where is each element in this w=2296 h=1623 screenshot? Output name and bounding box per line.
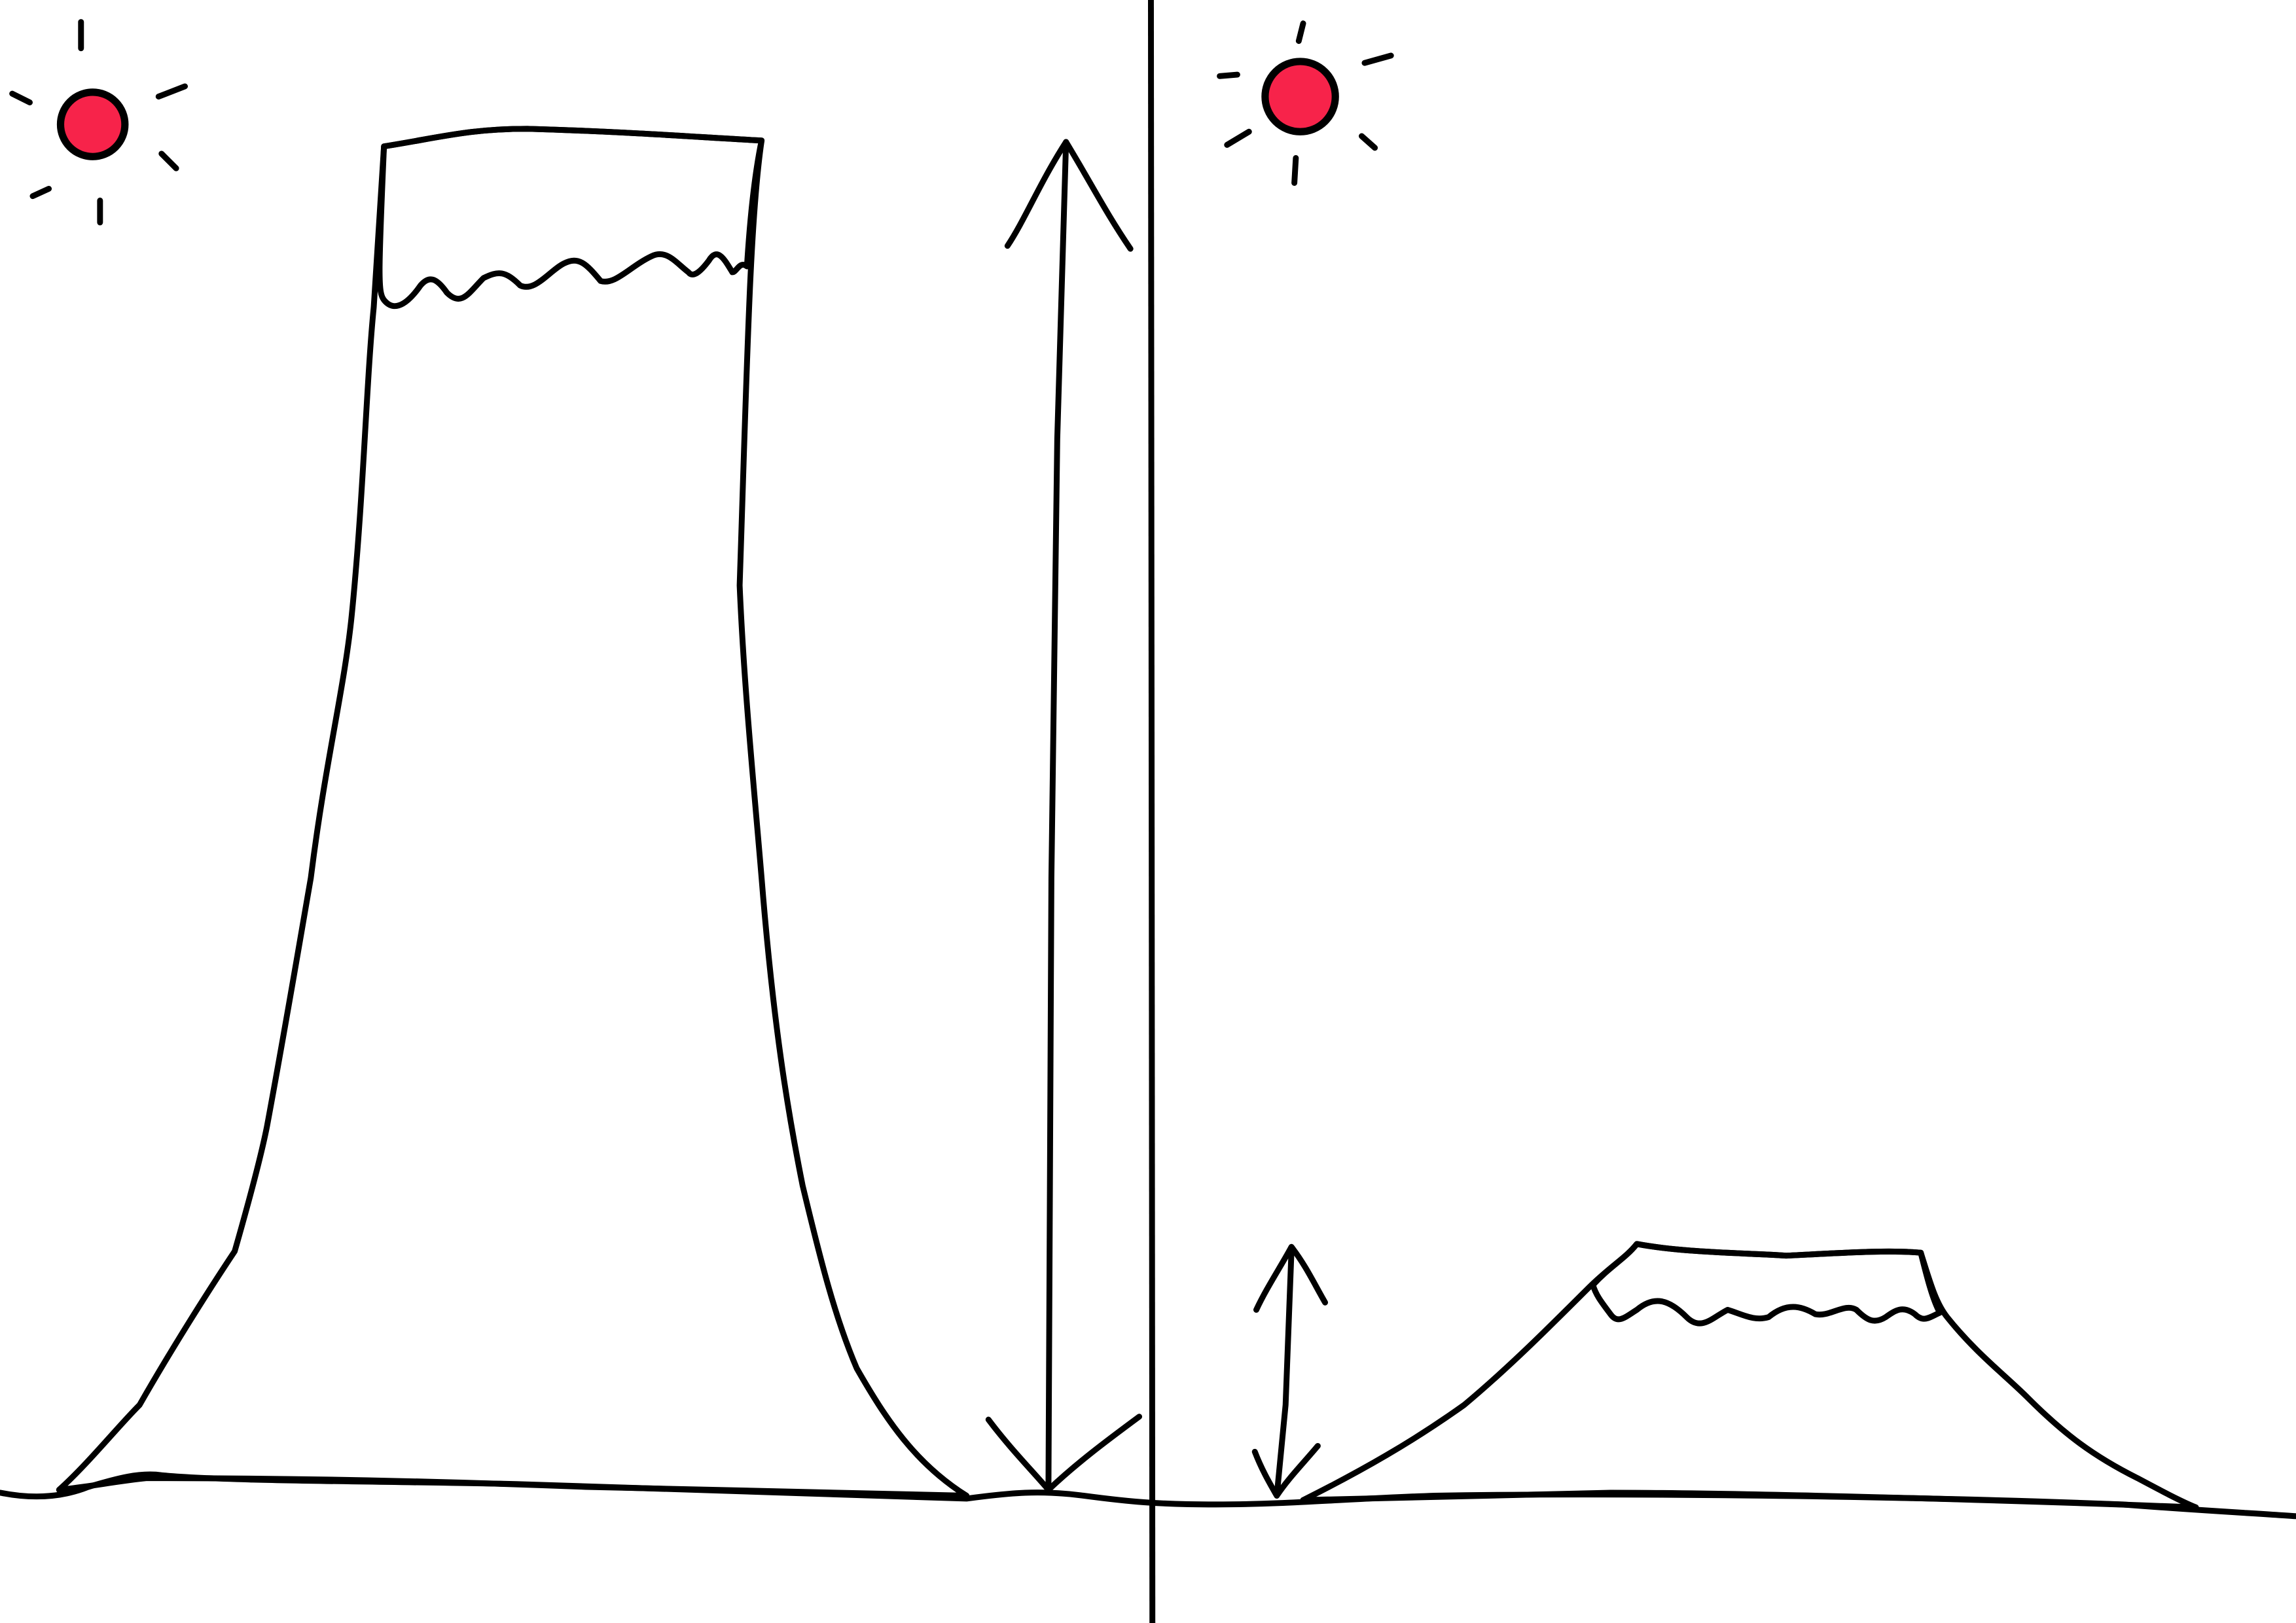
sun-rays	[1217, 20, 1394, 187]
height-arrow-tail	[1251, 1442, 1321, 1499]
sun-rays	[9, 19, 188, 226]
ground	[0, 1471, 2296, 1520]
height-arrow-tail	[985, 1414, 1143, 1493]
small-mountain-snow	[1590, 1241, 1943, 1327]
height-arrow	[1045, 139, 1069, 1489]
tall-mountain-snow	[376, 126, 765, 310]
sun	[1217, 20, 1394, 187]
sun	[9, 19, 188, 226]
height-arrow	[1274, 1248, 1295, 1499]
divider	[1148, 0, 1156, 1623]
height-arrow-head	[1004, 139, 1134, 252]
height-arrow-head	[1253, 1243, 1329, 1313]
sun-disc	[56, 88, 129, 160]
sun-disc	[1261, 58, 1339, 135]
